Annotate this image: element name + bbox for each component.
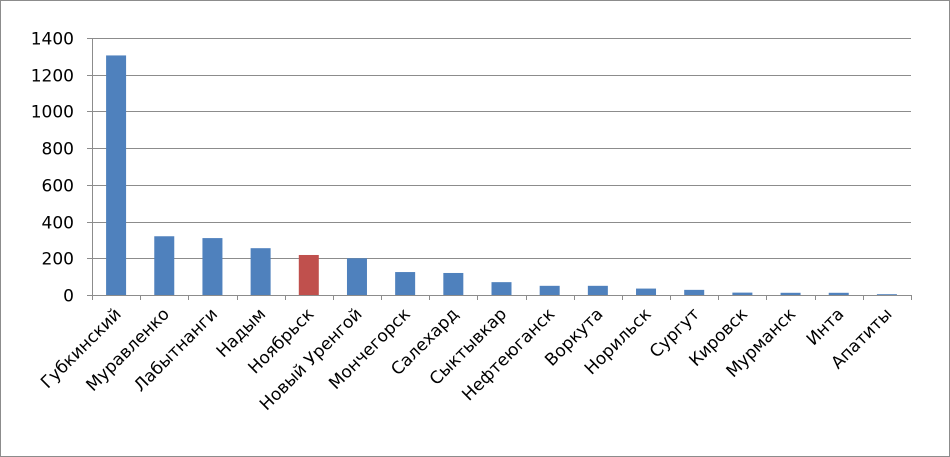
bar: [732, 292, 753, 295]
y-tick-label: 400: [42, 214, 74, 234]
bar: [202, 238, 223, 295]
bar: [346, 258, 367, 295]
y-tick-label: 800: [42, 140, 74, 160]
bar: [298, 254, 319, 295]
bar: [636, 288, 657, 295]
x-tick-label: Лабытнанги: [130, 304, 222, 396]
y-tick-label: 1400: [31, 30, 74, 50]
y-tick-label: 1200: [31, 67, 74, 87]
bar: [395, 272, 416, 295]
x-tick-label: Муравленко: [83, 304, 174, 395]
bar: [491, 282, 512, 295]
bar: [876, 294, 897, 295]
y-tick-label: 600: [42, 177, 74, 197]
bar: [587, 285, 608, 295]
bar: [250, 248, 271, 295]
bar: [539, 285, 560, 295]
y-tick-label: 200: [42, 250, 74, 270]
bar: [154, 236, 175, 295]
x-tick-label: Инта: [803, 304, 848, 349]
bar: [443, 272, 464, 295]
bar: [684, 289, 705, 295]
bar: [828, 292, 849, 295]
bar: [780, 292, 801, 295]
y-tick-label: 1000: [31, 103, 74, 123]
bar: [106, 55, 127, 295]
y-tick-label: 0: [63, 287, 74, 307]
